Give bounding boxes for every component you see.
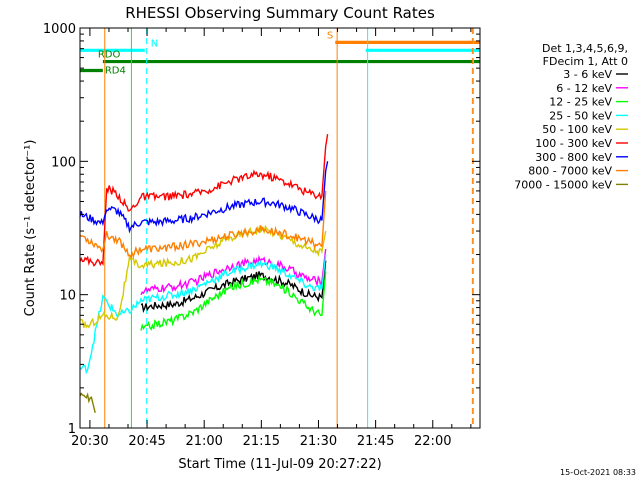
- x-tick-label-21-45: 21:45: [357, 434, 394, 449]
- series-line-12-25-kev: [140, 271, 327, 331]
- legend-label-100-300-kev: 100 - 300 keV: [535, 137, 612, 150]
- series-line-100-300-kev: [79, 133, 329, 267]
- legend-header-1: FDecim 1, Att 0: [543, 55, 628, 68]
- chart-title: RHESSI Observing Summary Count Rates: [125, 4, 435, 22]
- y-tick-label-1000: 1000: [43, 22, 76, 37]
- legend: Det 1,3,4,5,6,9,FDecim 1, Att 03 - 6 keV…: [514, 42, 628, 191]
- x-axis-label: Start Time (11-Jul-09 20:27:22): [178, 457, 381, 472]
- vertical-markers-layer: [104, 28, 475, 428]
- x-tick-label-21-30: 21:30: [300, 434, 337, 449]
- y-tick-label-10: 10: [59, 289, 76, 304]
- y-axis-label: Count Rate (s⁻¹ detector⁻¹): [23, 140, 38, 317]
- series-line-25-50-kev: [79, 254, 327, 375]
- legend-label-3-6-kev: 3 - 6 keV: [563, 68, 612, 81]
- series-line-3-6-kev: [140, 260, 327, 313]
- axes-layer: 20:30 20:45 21:00 21:15 21:30 21:45 22:00 1 10 10…: [43, 22, 480, 449]
- legend-header-0: Det 1,3,4,5,6,9,: [542, 42, 628, 55]
- x-tick-label-22-00: 22:00: [414, 434, 451, 449]
- legend-label-800-7000-kev: 800 - 7000 keV: [528, 165, 612, 178]
- y-tick-label-100: 100: [51, 155, 76, 170]
- timestamp-label: 15-Oct-2021 08:33: [560, 468, 636, 477]
- flag-label-s: S: [327, 30, 333, 41]
- x-tick-label-21-15: 21:15: [243, 434, 280, 449]
- flags-layer: N S RDO RD4: [80, 30, 480, 77]
- legend-label-50-100-kev: 50 - 100 keV: [542, 123, 612, 136]
- legend-label-25-50-kev: 25 - 50 keV: [549, 109, 612, 122]
- x-tick-label-20-30: 20:30: [71, 434, 108, 449]
- series-line-50-100-kev: [79, 224, 327, 329]
- legend-label-12-25-kev: 12 - 25 keV: [549, 96, 612, 109]
- series-line-7000-15000-kev: [79, 392, 96, 413]
- plot-frame: [79, 27, 481, 429]
- legend-label-300-800-kev: 300 - 800 keV: [535, 151, 612, 164]
- x-tick-label-21-00: 21:00: [185, 434, 222, 449]
- legend-label-6-12-kev: 6 - 12 keV: [556, 82, 612, 95]
- series-layer: [79, 133, 329, 413]
- flag-label-rdo: RDO: [98, 50, 121, 61]
- y-tick-label-1: 1: [68, 422, 76, 437]
- x-tick-label-20-45: 20:45: [128, 434, 165, 449]
- series-line-300-800-kev: [79, 161, 329, 234]
- legend-label-7000-15000-kev: 7000 - 15000 keV: [514, 178, 612, 191]
- flag-label-n: N: [151, 38, 158, 49]
- series-line-800-7000-kev: [79, 190, 327, 259]
- flag-label-rd4: RD4: [105, 66, 126, 77]
- series-line-6-12-kev: [140, 248, 327, 296]
